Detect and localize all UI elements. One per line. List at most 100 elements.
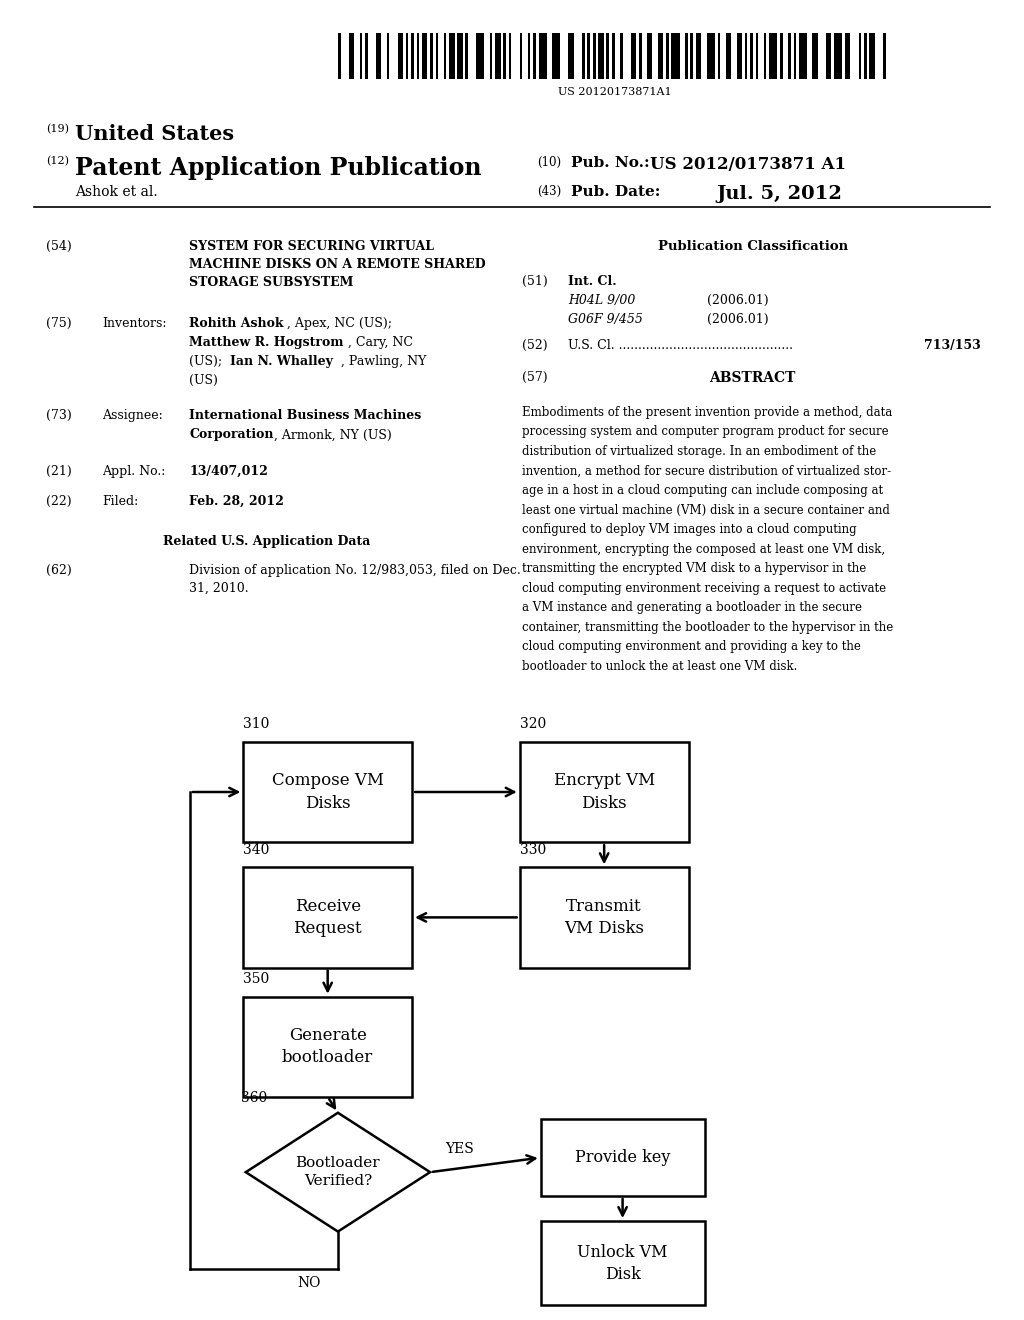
Bar — [858, 33, 861, 79]
Bar — [496, 33, 501, 79]
Text: a VM instance and generating a bootloader in the secure: a VM instance and generating a bootloade… — [522, 601, 862, 614]
Bar — [620, 33, 623, 79]
Text: (52): (52) — [522, 338, 548, 351]
Text: (10): (10) — [538, 156, 562, 169]
Bar — [718, 33, 720, 79]
Text: YES: YES — [445, 1142, 474, 1156]
Text: bootloader to unlock the at least one VM disk.: bootloader to unlock the at least one VM… — [522, 660, 798, 673]
Text: cloud computing environment receiving a request to activate: cloud computing environment receiving a … — [522, 582, 887, 595]
Bar — [744, 33, 748, 79]
Bar — [835, 33, 843, 79]
Text: (2006.01): (2006.01) — [707, 293, 768, 306]
Text: Transmit
VM Disks: Transmit VM Disks — [564, 898, 644, 937]
Text: processing system and computer program product for secure: processing system and computer program p… — [522, 425, 889, 438]
Text: Unlock VM
Disk: Unlock VM Disk — [578, 1243, 668, 1283]
Bar — [588, 33, 590, 79]
Bar — [845, 33, 851, 79]
Text: Rohith Ashok: Rohith Ashok — [189, 317, 284, 330]
Text: U.S. Cl. .............................................: U.S. Cl. ...............................… — [568, 338, 794, 351]
Bar — [657, 33, 664, 79]
Bar — [412, 33, 414, 79]
Bar — [387, 33, 389, 79]
Text: Provide key: Provide key — [574, 1150, 671, 1166]
Text: Feb. 28, 2012: Feb. 28, 2012 — [189, 495, 285, 508]
Bar — [417, 33, 419, 79]
Text: US 2012/0173871 A1: US 2012/0173871 A1 — [650, 156, 846, 173]
Text: NO: NO — [298, 1276, 321, 1291]
Text: G06F 9/455: G06F 9/455 — [568, 313, 643, 326]
Text: United States: United States — [75, 124, 233, 144]
Text: transmitting the encrypted VM disk to a hypervisor in the: transmitting the encrypted VM disk to a … — [522, 562, 866, 576]
Text: (73): (73) — [46, 409, 72, 422]
Bar — [606, 33, 609, 79]
Text: Assignee:: Assignee: — [102, 409, 163, 422]
Bar — [883, 33, 886, 79]
Text: 13/407,012: 13/407,012 — [189, 465, 268, 478]
Polygon shape — [246, 1113, 430, 1232]
Bar — [458, 33, 463, 79]
Text: Jul. 5, 2012: Jul. 5, 2012 — [717, 185, 843, 203]
Bar — [751, 33, 753, 79]
Text: Pub. Date:: Pub. Date: — [571, 185, 660, 199]
Bar — [707, 33, 715, 79]
Text: 320: 320 — [519, 717, 546, 731]
Bar — [504, 33, 506, 79]
Text: 310: 310 — [244, 717, 269, 731]
Bar — [799, 33, 807, 79]
Text: , Pawling, NY: , Pawling, NY — [341, 355, 426, 368]
Bar — [406, 33, 409, 79]
Text: Matthew R. Hogstrom: Matthew R. Hogstrom — [189, 335, 344, 348]
Text: , Cary, NC: , Cary, NC — [348, 335, 413, 348]
Text: (62): (62) — [46, 564, 72, 577]
Text: ABSTRACT: ABSTRACT — [710, 371, 796, 385]
Bar — [539, 33, 547, 79]
Bar — [435, 33, 438, 79]
Text: H04L 9/00: H04L 9/00 — [568, 293, 636, 306]
Text: 350: 350 — [244, 972, 269, 986]
Text: Ian N. Whalley: Ian N. Whalley — [230, 355, 333, 368]
Text: (12): (12) — [46, 156, 69, 166]
Bar — [552, 33, 560, 79]
Text: distribution of virtualized storage. In an embodiment of the: distribution of virtualized storage. In … — [522, 445, 877, 458]
Text: environment, encrypting the composed at least one VM disk,: environment, encrypting the composed at … — [522, 543, 886, 556]
Bar — [519, 742, 688, 842]
Text: Filed:: Filed: — [102, 495, 138, 508]
Bar — [430, 33, 433, 79]
Bar — [349, 33, 354, 79]
Text: (54): (54) — [46, 240, 72, 253]
Text: , Apex, NC (US);: , Apex, NC (US); — [287, 317, 392, 330]
Bar — [244, 867, 412, 968]
Text: Ashok et al.: Ashok et al. — [75, 185, 158, 199]
Bar — [450, 33, 455, 79]
Bar — [244, 997, 412, 1097]
Text: (43): (43) — [538, 185, 562, 198]
Text: configured to deploy VM images into a cloud computing: configured to deploy VM images into a cl… — [522, 523, 857, 536]
Text: cloud computing environment and providing a key to the: cloud computing environment and providin… — [522, 640, 861, 653]
Bar — [611, 33, 614, 79]
Text: Publication Classification: Publication Classification — [657, 240, 848, 253]
Bar — [527, 33, 530, 79]
Bar — [685, 33, 688, 79]
Bar — [509, 33, 511, 79]
Text: (57): (57) — [522, 371, 548, 384]
Bar — [780, 33, 782, 79]
Bar — [696, 33, 701, 79]
Text: (21): (21) — [46, 465, 72, 478]
Text: Corporation: Corporation — [189, 428, 274, 441]
Text: 360: 360 — [241, 1090, 267, 1105]
Bar — [519, 867, 688, 968]
Bar — [359, 33, 362, 79]
Text: (75): (75) — [46, 317, 72, 330]
Text: International Business Machines: International Business Machines — [189, 409, 422, 422]
Text: invention, a method for secure distribution of virtualized stor-: invention, a method for secure distribut… — [522, 465, 891, 478]
Text: Related U.S. Application Data: Related U.S. Application Data — [163, 535, 370, 548]
Bar — [794, 33, 797, 79]
Bar — [769, 33, 777, 79]
Bar — [476, 33, 484, 79]
Bar — [869, 33, 874, 79]
Text: (51): (51) — [522, 275, 548, 288]
Bar — [631, 33, 636, 79]
Bar — [338, 33, 341, 79]
Text: 713/153: 713/153 — [925, 338, 981, 351]
Text: Encrypt VM
Disks: Encrypt VM Disks — [554, 772, 654, 812]
